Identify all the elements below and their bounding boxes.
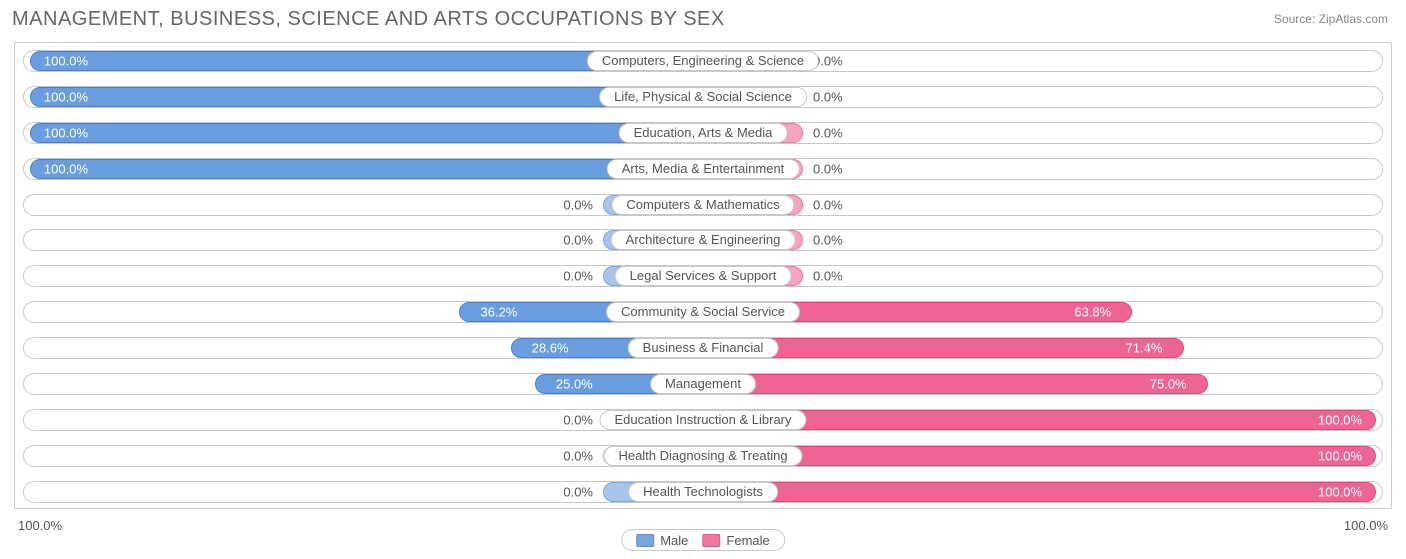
- axis-label-left: 100.0%: [18, 518, 62, 533]
- male-value-label: 0.0%: [563, 484, 593, 499]
- male-bar: [30, 123, 703, 143]
- male-bar: [30, 159, 703, 179]
- category-label: Community & Social Service: [606, 302, 800, 322]
- chart-row: 100.0% 0.0% Education, Arts & Media: [15, 115, 1391, 151]
- male-value-label: 25.0%: [556, 376, 593, 391]
- legend: Male Female: [621, 529, 785, 551]
- male-value-label: 36.2%: [481, 305, 518, 320]
- chart-row: 28.6% 71.4% Business & Financial: [15, 330, 1391, 366]
- chart-row: 0.0% 100.0% Health Diagnosing & Treating: [15, 438, 1391, 474]
- chart-row: 36.2% 63.8% Community & Social Service: [15, 294, 1391, 330]
- male-value-label: 0.0%: [563, 197, 593, 212]
- female-value-label: 100.0%: [1318, 448, 1362, 463]
- legend-item-male: Male: [636, 533, 688, 548]
- female-value-label: 63.8%: [1074, 305, 1111, 320]
- male-value-label: 100.0%: [44, 125, 88, 140]
- category-label: Health Diagnosing & Treating: [603, 446, 802, 466]
- legend-item-female: Female: [702, 533, 769, 548]
- chart-row: 0.0% 0.0% Computers & Mathematics: [15, 187, 1391, 223]
- female-value-label: 71.4%: [1126, 341, 1163, 356]
- male-value-label: 0.0%: [563, 269, 593, 284]
- female-bar: [703, 446, 1376, 466]
- chart-row: 100.0% 0.0% Arts, Media & Entertainment: [15, 151, 1391, 187]
- category-label: Legal Services & Support: [615, 266, 792, 286]
- chart-row: 0.0% 0.0% Legal Services & Support: [15, 258, 1391, 294]
- category-label: Management: [650, 374, 756, 394]
- male-value-label: 100.0%: [44, 53, 88, 68]
- axis-label-right: 100.0%: [1344, 518, 1388, 533]
- legend-label-male: Male: [660, 533, 688, 548]
- female-bar: [703, 374, 1208, 394]
- female-value-label: 0.0%: [813, 269, 843, 284]
- chart-title: MANAGEMENT, BUSINESS, SCIENCE AND ARTS O…: [12, 8, 725, 31]
- male-value-label: 28.6%: [532, 341, 569, 356]
- male-value-label: 0.0%: [563, 233, 593, 248]
- chart-row: 0.0% 100.0% Education Instruction & Librar…: [15, 402, 1391, 438]
- category-label: Education Instruction & Library: [599, 410, 806, 430]
- category-label: Computers & Mathematics: [611, 195, 794, 215]
- chart-row: 0.0% 0.0% Architecture & Engineering: [15, 222, 1391, 258]
- source-attribution: Source: ZipAtlas.com: [1274, 12, 1388, 26]
- chart-row: 100.0%0.0%Computers, Engineering & Scien…: [15, 43, 1391, 79]
- female-value-label: 0.0%: [813, 89, 843, 104]
- chart-row: 25.0% 75.0% Management: [15, 366, 1391, 402]
- chart-container: MANAGEMENT, BUSINESS, SCIENCE AND ARTS O…: [0, 0, 1406, 559]
- male-value-label: 0.0%: [563, 412, 593, 427]
- category-label: Computers, Engineering & Science: [587, 51, 819, 71]
- female-value-label: 0.0%: [813, 125, 843, 140]
- category-label: Arts, Media & Entertainment: [607, 159, 800, 179]
- female-value-label: 0.0%: [813, 233, 843, 248]
- chart-row: 100.0% 0.0% Life, Physical & Social Scienc…: [15, 79, 1391, 115]
- category-label: Life, Physical & Social Science: [599, 87, 807, 107]
- female-bar: [703, 482, 1376, 502]
- female-value-label: 0.0%: [813, 161, 843, 176]
- legend-swatch-female: [702, 534, 720, 547]
- male-value-label: 0.0%: [563, 448, 593, 463]
- female-value-label: 75.0%: [1150, 376, 1187, 391]
- chart-plot-area: 100.0% 0.0% Computers, Engineering & Scien…: [14, 42, 1392, 509]
- category-label: Health Technologists: [628, 482, 778, 502]
- female-value-label: 100.0%: [1318, 412, 1362, 427]
- legend-swatch-male: [636, 534, 654, 547]
- category-label: Business & Financial: [628, 338, 779, 358]
- female-value-label: 100.0%: [1318, 484, 1362, 499]
- category-label: Education, Arts & Media: [619, 123, 788, 143]
- male-value-label: 100.0%: [44, 161, 88, 176]
- chart-row: 0.0% 100.0% Health Technologists: [15, 474, 1391, 510]
- female-value-label: 0.0%: [813, 197, 843, 212]
- male-value-label: 100.0%: [44, 89, 88, 104]
- legend-label-female: Female: [726, 533, 769, 548]
- category-label: Architecture & Engineering: [611, 230, 796, 250]
